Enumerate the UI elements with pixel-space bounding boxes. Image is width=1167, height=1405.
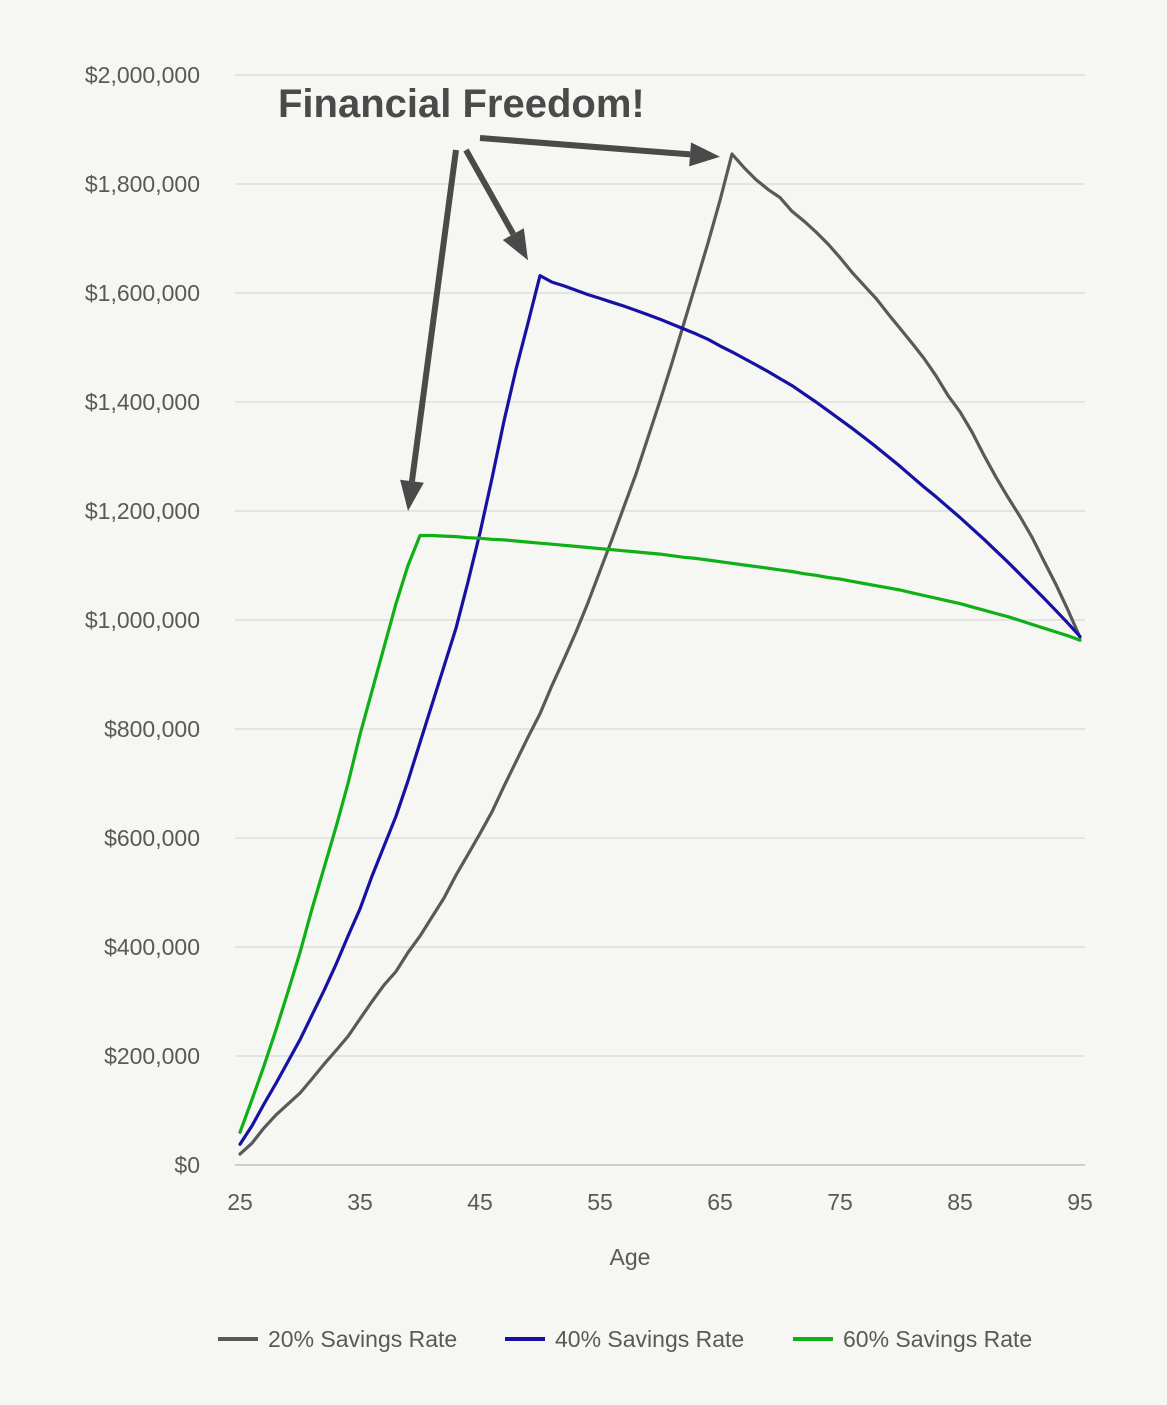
x-tick-label: 75 — [827, 1189, 853, 1215]
annotation-text: Financial Freedom! — [278, 82, 645, 126]
legend: 20% Savings Rate 40% Savings Rate 60% Savi… — [218, 1326, 1032, 1352]
annotation-arrow-head — [502, 228, 528, 261]
y-tick-label: $200,000 — [104, 1043, 200, 1069]
y-tick-label: $1,000,000 — [85, 607, 200, 633]
legend-item: 40% Savings Rate — [505, 1326, 744, 1352]
y-tick-label: $1,400,000 — [85, 389, 200, 415]
x-tick-label: 55 — [587, 1189, 613, 1215]
annotation-arrow-head — [689, 142, 720, 167]
y-tick-label: $1,200,000 — [85, 498, 200, 524]
y-tick-label: $600,000 — [104, 825, 200, 851]
legend-label: 60% Savings Rate — [843, 1326, 1032, 1352]
series-line-2 — [238, 274, 1082, 1146]
x-axis-label: Age — [610, 1244, 651, 1270]
y-axis-ticks: $0 $200,000 $400,000 $600,000 $800,000 $1,000… — [85, 62, 200, 1178]
x-axis-ticks: 25 35 45 55 65 75 85 95 — [227, 1189, 1093, 1215]
y-tick-label: $1,800,000 — [85, 171, 200, 197]
series-line-3 — [238, 533, 1082, 1134]
y-tick-label: $400,000 — [104, 934, 200, 960]
annotation-arrow-line — [463, 148, 516, 236]
legend-item: 20% Savings Rate — [218, 1326, 457, 1352]
series-lines — [238, 152, 1082, 1156]
annotation: Financial Freedom! — [278, 82, 720, 511]
x-tick-label: 35 — [347, 1189, 373, 1215]
gridlines — [235, 74, 1085, 1057]
series-line-1 — [238, 152, 1082, 1156]
y-tick-label: $800,000 — [104, 716, 200, 742]
y-tick-label: $1,600,000 — [85, 280, 200, 306]
x-tick-label: 85 — [947, 1189, 973, 1215]
x-tick-label: 65 — [707, 1189, 733, 1215]
x-tick-label: 95 — [1067, 1189, 1093, 1215]
x-tick-label: 45 — [467, 1189, 493, 1215]
annotation-arrow-line — [479, 135, 691, 158]
legend-label: 40% Savings Rate — [555, 1326, 744, 1352]
legend-item: 60% Savings Rate — [793, 1326, 1032, 1352]
annotation-arrows — [400, 135, 720, 511]
y-tick-label: $0 — [174, 1152, 200, 1178]
annotation-arrow-head — [400, 479, 424, 511]
x-tick-label: 25 — [227, 1189, 253, 1215]
y-tick-label: $2,000,000 — [85, 62, 200, 88]
legend-label: 20% Savings Rate — [268, 1326, 457, 1352]
annotation-arrow-line — [408, 149, 459, 482]
